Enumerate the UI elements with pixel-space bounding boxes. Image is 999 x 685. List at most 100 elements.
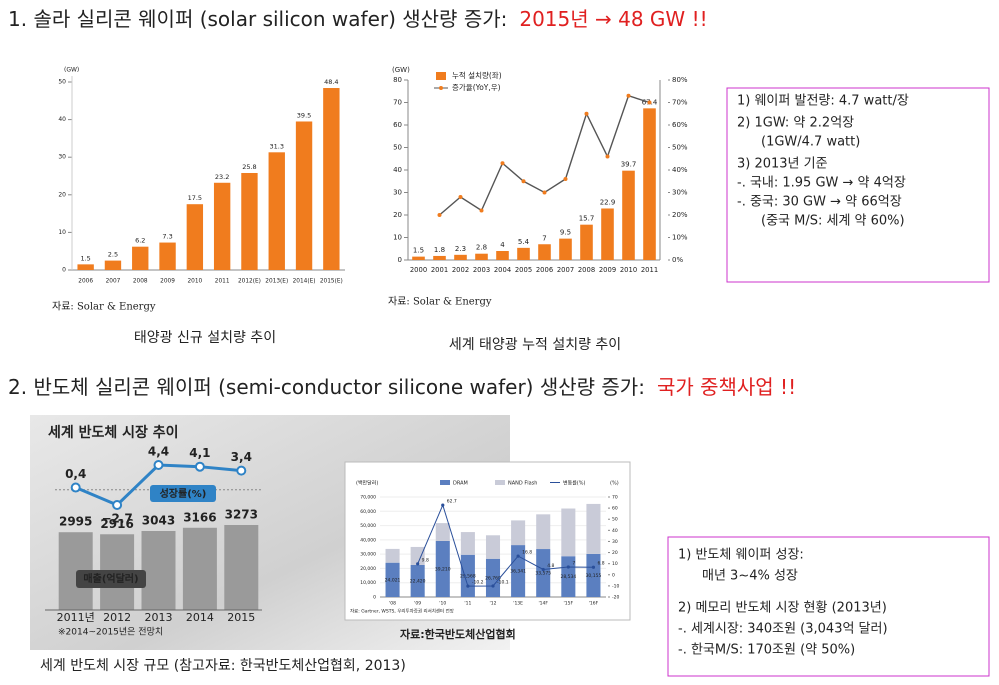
legend-box <box>150 485 216 502</box>
source: 자료:한국반도체산업협회 <box>400 627 516 641</box>
y-tick-label: 0 <box>62 267 66 274</box>
bar-segment <box>536 549 551 597</box>
y-tick-label: 60 <box>393 121 402 129</box>
heading-highlight: 2015년 → 48 GW !! <box>519 7 707 31</box>
data-label: 17.5 <box>188 194 202 202</box>
x-tick-label: 2008 <box>578 266 595 274</box>
bar <box>295 121 313 270</box>
y-tick-label: 80% <box>672 76 688 84</box>
data-label: 9.8 <box>422 557 429 563</box>
bar-segment <box>385 548 400 563</box>
x-tick-label: 2006 <box>536 266 553 274</box>
bar <box>580 224 593 260</box>
x-tick-label: '16F <box>589 601 599 607</box>
line-point <box>563 177 568 181</box>
line-point <box>479 208 484 213</box>
x-tick-label: 2009 <box>599 266 616 274</box>
data-label: 3166 <box>183 510 216 524</box>
data-label: 15.7 <box>579 215 595 223</box>
data-label: 5.4 <box>518 238 530 246</box>
y-tick-label: 70,000 <box>360 495 376 501</box>
bar <box>213 182 231 270</box>
y-tick-label: 70% <box>672 99 688 107</box>
y-tick-label: 50 <box>58 79 66 86</box>
x-tick-label: 2014 <box>186 611 214 624</box>
y-tick-label: 50% <box>672 144 688 152</box>
legend-swatch <box>495 480 505 485</box>
bar <box>475 253 488 260</box>
y-tick-label: 10 <box>393 234 402 242</box>
y-tick-label: 10% <box>672 234 688 242</box>
note-line: -. 중국: 30 GW → 약 66억장 <box>737 195 902 210</box>
note-line: -. 한국M/S: 170조원 (약 50%) <box>678 643 855 658</box>
line <box>417 503 594 587</box>
bar-segment <box>435 540 450 597</box>
y-tick-label: 10 <box>58 229 66 236</box>
note-line: 1) 반도체 웨이퍼 성장: <box>678 548 804 563</box>
y-tick-label: 70 <box>612 495 618 501</box>
bar-segment <box>536 514 551 550</box>
bar-segment <box>586 503 601 554</box>
axis-unit: (GW) <box>392 66 410 74</box>
y-tick-label: 40,000 <box>360 537 376 543</box>
line-point <box>194 461 205 472</box>
x-tick-label: '08 <box>389 601 396 607</box>
line-point <box>591 565 596 569</box>
y-tick-label: -10 <box>612 583 619 589</box>
data-label: 36,341 <box>510 569 526 575</box>
line-point <box>521 179 526 184</box>
y-tick-label: 40% <box>672 166 688 174</box>
legend-label: DRAM <box>453 481 468 487</box>
data-label: 3,4 <box>231 450 252 464</box>
x-tick-label: 2005 <box>515 266 532 274</box>
bar <box>622 170 635 260</box>
note-box <box>726 87 990 283</box>
axis-unit: (%) <box>610 481 619 487</box>
x-tick-label: 2015(E) <box>320 279 343 285</box>
line-point <box>491 584 495 588</box>
bar <box>412 256 425 260</box>
caption: 세계 반도체 시장 규모 (참고자료: 한국반도체산업협회, 2013) <box>40 658 406 674</box>
data-label: 1.5 <box>80 254 90 262</box>
data-label: -10.1 <box>497 580 509 586</box>
x-tick-label: '14F <box>538 601 548 607</box>
bar <box>559 238 572 260</box>
x-tick-label: 2007 <box>557 266 574 274</box>
x-tick-label: 2012 <box>103 611 131 624</box>
x-tick-label: 2015 <box>227 611 255 624</box>
note-line: 2) 메모리 반도체 시장 현황 (2013년) <box>678 601 887 616</box>
x-tick-label: 2002 <box>452 266 469 274</box>
x-tick-label: '10 <box>439 601 446 607</box>
legend-label: NAND Flash <box>508 481 537 487</box>
data-label: 4,4 <box>148 445 169 459</box>
data-label: 2.5 <box>108 251 118 259</box>
data-label: 23.2 <box>215 173 229 181</box>
caption: 세계 태양광 누적 설치량 추이 <box>449 337 621 353</box>
line-point <box>236 465 247 476</box>
y-tick-label: 30,000 <box>360 552 376 558</box>
line-point <box>466 584 470 588</box>
y-tick-label: 10,000 <box>360 580 376 586</box>
data-label: 26,760 <box>485 575 501 581</box>
line-point <box>566 565 570 569</box>
data-label: 4 <box>500 241 505 249</box>
y-tick-label: 60 <box>612 506 618 512</box>
legend-label: 매출(억달러) <box>83 572 138 585</box>
data-label: 28,534 <box>560 574 576 580</box>
y-tick-label: 10 <box>612 561 618 567</box>
axis-unit: (백만달러) <box>356 480 378 487</box>
data-label: 31.3 <box>270 142 284 150</box>
y-tick-label: 60,000 <box>360 509 376 515</box>
x-tick-label: 2013 <box>145 611 173 624</box>
legend-swatch <box>439 86 443 90</box>
y-tick-label: 20 <box>58 191 66 198</box>
bar-segment <box>485 535 501 559</box>
bar-segment <box>561 508 576 557</box>
data-label: 30,155 <box>586 573 602 579</box>
data-label: 1.5 <box>413 247 424 255</box>
data-label: 4,1 <box>189 446 210 460</box>
y-tick-label: 40 <box>612 528 618 534</box>
line-point <box>500 161 505 166</box>
bar <box>323 88 340 271</box>
